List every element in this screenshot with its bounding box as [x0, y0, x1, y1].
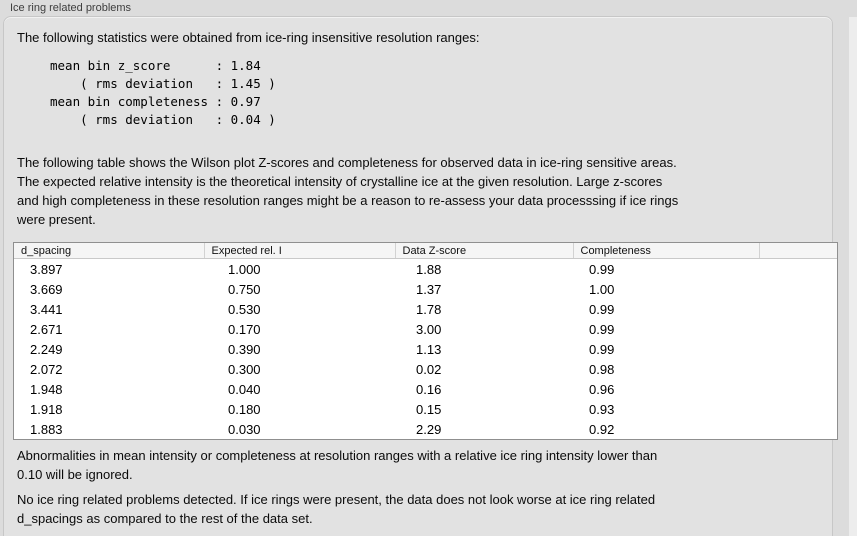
table-cell: 0.530 — [228, 301, 261, 317]
table-cell-empty — [759, 359, 837, 379]
table-row[interactable]: 2.249 0.390 1.13 0.99 — [14, 339, 837, 359]
table-cell: 2.072 — [30, 361, 63, 377]
table-cell: 1.13 — [416, 341, 442, 357]
table-cell: 2.29 — [416, 421, 442, 437]
column-header-d-spacing[interactable]: d_spacing — [14, 243, 205, 259]
table-cell: 0.15 — [416, 401, 442, 417]
table-cell: 2.671 — [30, 321, 63, 337]
table-cell: 3.897 — [30, 261, 63, 277]
table-cell: 1.00 — [589, 281, 615, 297]
table-cell: 3.441 — [30, 301, 63, 317]
table-cell: 1.37 — [416, 281, 442, 297]
table-cell-empty — [759, 319, 837, 339]
table-cell: 0.92 — [589, 421, 615, 437]
table-row[interactable]: 2.072 0.300 0.02 0.98 — [14, 359, 837, 379]
table-cell: 0.170 — [228, 321, 261, 337]
table-row[interactable]: 1.948 0.040 0.16 0.96 — [14, 379, 837, 399]
table-cell-empty — [759, 279, 837, 299]
table-cell-empty — [759, 399, 837, 419]
table-cell-empty — [759, 299, 837, 319]
ice-ring-table[interactable]: d_spacing Expected rel. I Data Z-score C… — [13, 242, 838, 440]
table-cell: 0.02 — [416, 361, 442, 377]
table-cell: 0.180 — [228, 401, 261, 417]
column-header-completeness[interactable]: Completeness — [573, 243, 760, 259]
table-cell: 0.99 — [589, 261, 615, 277]
table-cell: 3.00 — [416, 321, 442, 337]
table-cell-empty — [759, 379, 837, 399]
table-cell: 2.249 — [30, 341, 63, 357]
table-header-row: d_spacing Expected rel. I Data Z-score C… — [14, 243, 837, 259]
table-row[interactable]: 3.441 0.530 1.78 0.99 — [14, 299, 837, 319]
table-cell: 0.750 — [228, 281, 261, 297]
table-cell: 3.669 — [30, 281, 63, 297]
table-intro-paragraph: The following table shows the Wilson plo… — [17, 155, 679, 227]
column-header-expected-rel-i[interactable]: Expected rel. I — [204, 243, 396, 259]
stats-summary-block: mean bin z_score : 1.84 ( rms deviation … — [50, 58, 276, 127]
table-cell-empty — [759, 339, 837, 359]
table-cell: 1.883 — [30, 421, 63, 437]
table-cell: 0.99 — [589, 341, 615, 357]
column-header-empty — [759, 243, 837, 259]
ignore-threshold-note: Abnormalities in mean intensity or compl… — [17, 448, 658, 482]
table-cell: 0.040 — [228, 381, 261, 397]
intro-paragraph: The following statistics were obtained f… — [17, 30, 480, 45]
table-cell: 0.96 — [589, 381, 615, 397]
window-edge-strip — [849, 17, 857, 536]
table-cell: 1.88 — [416, 261, 442, 277]
section-title: Ice ring related problems — [10, 2, 132, 14]
table-cell: 1.948 — [30, 381, 63, 397]
table-row[interactable]: 3.897 1.000 1.88 0.99 — [14, 259, 837, 280]
table-row[interactable]: 1.883 0.030 2.29 0.92 — [14, 419, 837, 439]
table-cell: 0.93 — [589, 401, 615, 417]
conclusion-paragraph: No ice ring related problems detected. I… — [17, 492, 656, 526]
table-cell: 1.918 — [30, 401, 63, 417]
table-cell: 0.030 — [228, 421, 261, 437]
table-cell: 0.98 — [589, 361, 615, 377]
table-row[interactable]: 3.669 0.750 1.37 1.00 — [14, 279, 837, 299]
table-cell: 0.99 — [589, 301, 615, 317]
table-cell: 0.300 — [228, 361, 261, 377]
table-cell: 0.390 — [228, 341, 261, 357]
table-cell: 0.16 — [416, 381, 442, 397]
column-header-data-z-score[interactable]: Data Z-score — [395, 243, 574, 259]
table-row[interactable]: 1.918 0.180 0.15 0.93 — [14, 399, 837, 419]
table-row[interactable]: 2.671 0.170 3.00 0.99 — [14, 319, 837, 339]
table-cell-empty — [759, 259, 837, 280]
table-cell: 0.99 — [589, 321, 615, 337]
ice-ring-group-box: The following statistics were obtained f… — [3, 16, 838, 536]
table-cell-empty — [759, 419, 837, 439]
table-cell: 1.000 — [228, 261, 261, 277]
table-cell: 1.78 — [416, 301, 442, 317]
